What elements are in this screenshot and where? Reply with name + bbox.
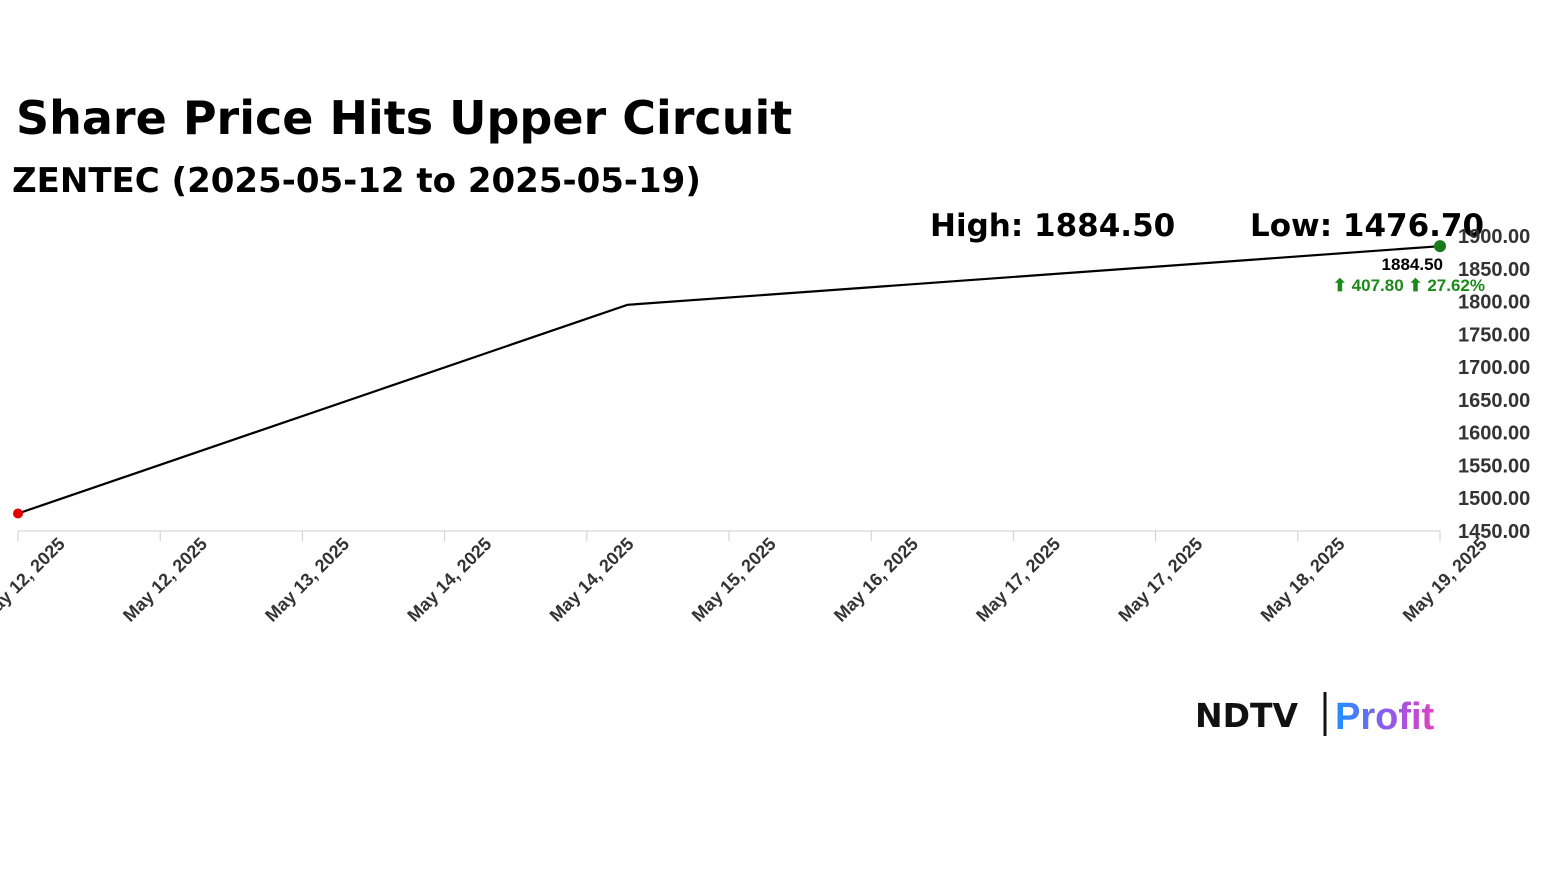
x-tick-label: May 14, 2025 xyxy=(546,534,638,626)
high-label: High: 1884.50 xyxy=(930,208,1175,244)
y-tick-label: 1700.00 xyxy=(1458,357,1530,379)
x-tick-label: May 16, 2025 xyxy=(830,534,922,626)
y-tick-label: 1450.00 xyxy=(1458,521,1530,543)
end-marker xyxy=(1434,240,1446,253)
x-tick-label: May 15, 2025 xyxy=(688,534,780,626)
start-marker xyxy=(13,508,23,519)
x-tick-label: May 17, 2025 xyxy=(1114,534,1206,626)
x-tick-label: May 17, 2025 xyxy=(972,534,1064,626)
logo-profit: Profit xyxy=(1335,696,1435,738)
y-tick-label: 1650.00 xyxy=(1458,390,1530,412)
y-tick-label: 1900.00 xyxy=(1458,226,1530,248)
x-tick-label: May 12, 2025 xyxy=(0,534,69,626)
last-value-label: 1884.50 xyxy=(1382,255,1443,274)
x-tick-label: May 14, 2025 xyxy=(403,534,495,626)
x-tick-label: May 19, 2025 xyxy=(1399,534,1491,626)
y-tick-label: 1850.00 xyxy=(1458,259,1530,281)
y-tick-label: 1750.00 xyxy=(1458,324,1530,346)
logo: NDTV Profit xyxy=(1195,692,1435,738)
x-tick-label: May 13, 2025 xyxy=(261,534,353,626)
low-label: Low: 1476.70 xyxy=(1250,208,1484,244)
logo-ndtv: NDTV xyxy=(1195,696,1299,735)
chart-subtitle: ZENTEC (2025-05-12 to 2025-05-19) xyxy=(12,161,701,201)
change-label: ⬆ 407.80 ⬆ 27.62% xyxy=(1333,276,1485,295)
y-tick-label: 1550.00 xyxy=(1458,455,1530,477)
line xyxy=(17,245,1441,515)
y-tick-label: 1600.00 xyxy=(1458,423,1530,445)
chart-title: Share Price Hits Upper Circuit xyxy=(16,91,792,145)
y-tick-label: 1800.00 xyxy=(1458,292,1530,314)
y-tick-label: 1500.00 xyxy=(1458,488,1530,510)
x-tick-label: May 12, 2025 xyxy=(119,534,211,626)
x-tick-label: May 18, 2025 xyxy=(1257,534,1349,626)
